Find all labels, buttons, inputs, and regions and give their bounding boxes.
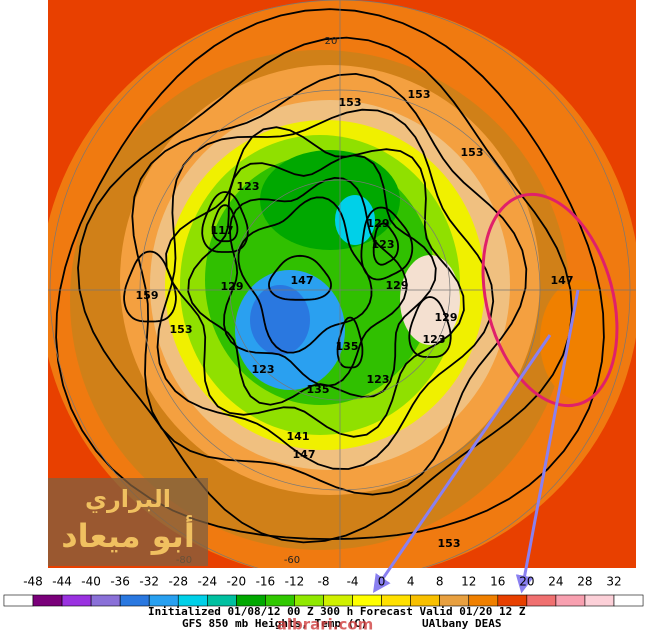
colorbar-cell: [584, 594, 615, 607]
temp-field: [250, 285, 310, 355]
watermark-box: [48, 478, 208, 566]
contour-label: 123: [372, 238, 395, 251]
contour-line: [237, 196, 373, 354]
contour-label: 135: [336, 340, 359, 353]
contour-label: 153: [461, 146, 484, 159]
colorbar-label: -12: [285, 575, 305, 589]
colorbar-label: -44: [52, 575, 72, 589]
contour-label: 129: [221, 280, 244, 293]
contour-label: 153: [438, 537, 461, 550]
colorbar-cell: [555, 594, 586, 607]
contour-line: [211, 204, 239, 243]
temp-field: [540, 280, 620, 400]
contour-label: 135: [307, 383, 330, 396]
colorbar-cell: [3, 594, 34, 607]
contour-line: [372, 222, 400, 266]
latitude-circles: [48, 0, 636, 568]
contour-label: 147: [291, 274, 314, 287]
contour-line: [187, 154, 437, 406]
contour-label: 129: [367, 217, 390, 230]
contour-label: 153: [408, 88, 431, 101]
grid-label: -60: [284, 555, 300, 566]
colorbar-label: 4: [407, 575, 415, 589]
contour-line: [408, 296, 452, 358]
colorbar-label: -20: [227, 575, 247, 589]
colorbar-label: -16: [256, 575, 276, 589]
contour-label: 153: [170, 323, 193, 336]
contour-label: 153: [339, 96, 362, 109]
colorbar-label: 16: [490, 575, 505, 589]
watermark-url: albrari.com: [277, 616, 374, 633]
grid-label: 20: [325, 36, 338, 47]
annotation-ellipse: [481, 192, 619, 408]
contour-label: 123: [237, 180, 260, 193]
colorbar-cell: [119, 594, 150, 607]
contour-label: 123: [252, 363, 275, 376]
colorbar-label: 12: [461, 575, 476, 589]
colorbar-label: -4: [347, 575, 359, 589]
contour-line: [223, 176, 408, 387]
colorbar-label: 28: [577, 575, 592, 589]
footer-text: UAlbany DEAS: [422, 617, 501, 630]
colorbar-label: 24: [548, 575, 563, 589]
contour-label: 129: [386, 279, 409, 292]
annotation-arrow: [515, 289, 580, 594]
colorbar-cell: [613, 594, 644, 607]
contour-label: 123: [367, 373, 390, 386]
annotation-arrow: [372, 334, 552, 593]
contour-label: 159: [136, 289, 159, 302]
contour-line: [156, 108, 495, 470]
watermark-text: أبو ميعاد: [61, 515, 195, 555]
colorbar-cell: [32, 594, 63, 607]
colorbar-label: 32: [606, 575, 621, 589]
colorbar-label: -8: [318, 575, 330, 589]
contour-line: [268, 254, 332, 301]
contour-label: 141: [287, 430, 310, 443]
colorbar-label: -48: [23, 575, 43, 589]
contour-label: 117: [211, 224, 234, 237]
colorbar-label: -36: [110, 575, 130, 589]
colorbar-label: -28: [168, 575, 188, 589]
colorbar-label: -40: [81, 575, 101, 589]
colorbar: -48 -44 -40 -36 -32 -28 -24 -20 -16 -12 -8 -4 0 4 8 12 1…: [3, 575, 644, 607]
footer-text: GFS 850 mb Heights, Temp (C): [182, 617, 367, 630]
colorbar-cell: [90, 594, 121, 607]
colorbar-cell: [526, 594, 557, 607]
watermark-text: البراري: [85, 485, 171, 513]
colorbar-label: 20: [519, 575, 534, 589]
footer-text: Initialized 01/08/12 00 Z 300 h Forecast…: [148, 605, 526, 618]
colorbar-label: 8: [436, 575, 444, 589]
contour-line: [336, 316, 364, 369]
contour-label: 129: [435, 311, 458, 324]
contour-label: 147: [551, 274, 574, 287]
contour-line: [360, 206, 414, 281]
colorbar-label: -32: [139, 575, 159, 589]
contour-line: [201, 191, 249, 253]
contour-label: 147: [293, 448, 316, 461]
colorbar-label: -24: [197, 575, 217, 589]
colorbar-cell: [61, 594, 92, 607]
contour-label: 123: [423, 333, 446, 346]
contour-line: [131, 72, 528, 496]
colorbar-label: 0: [378, 575, 386, 589]
